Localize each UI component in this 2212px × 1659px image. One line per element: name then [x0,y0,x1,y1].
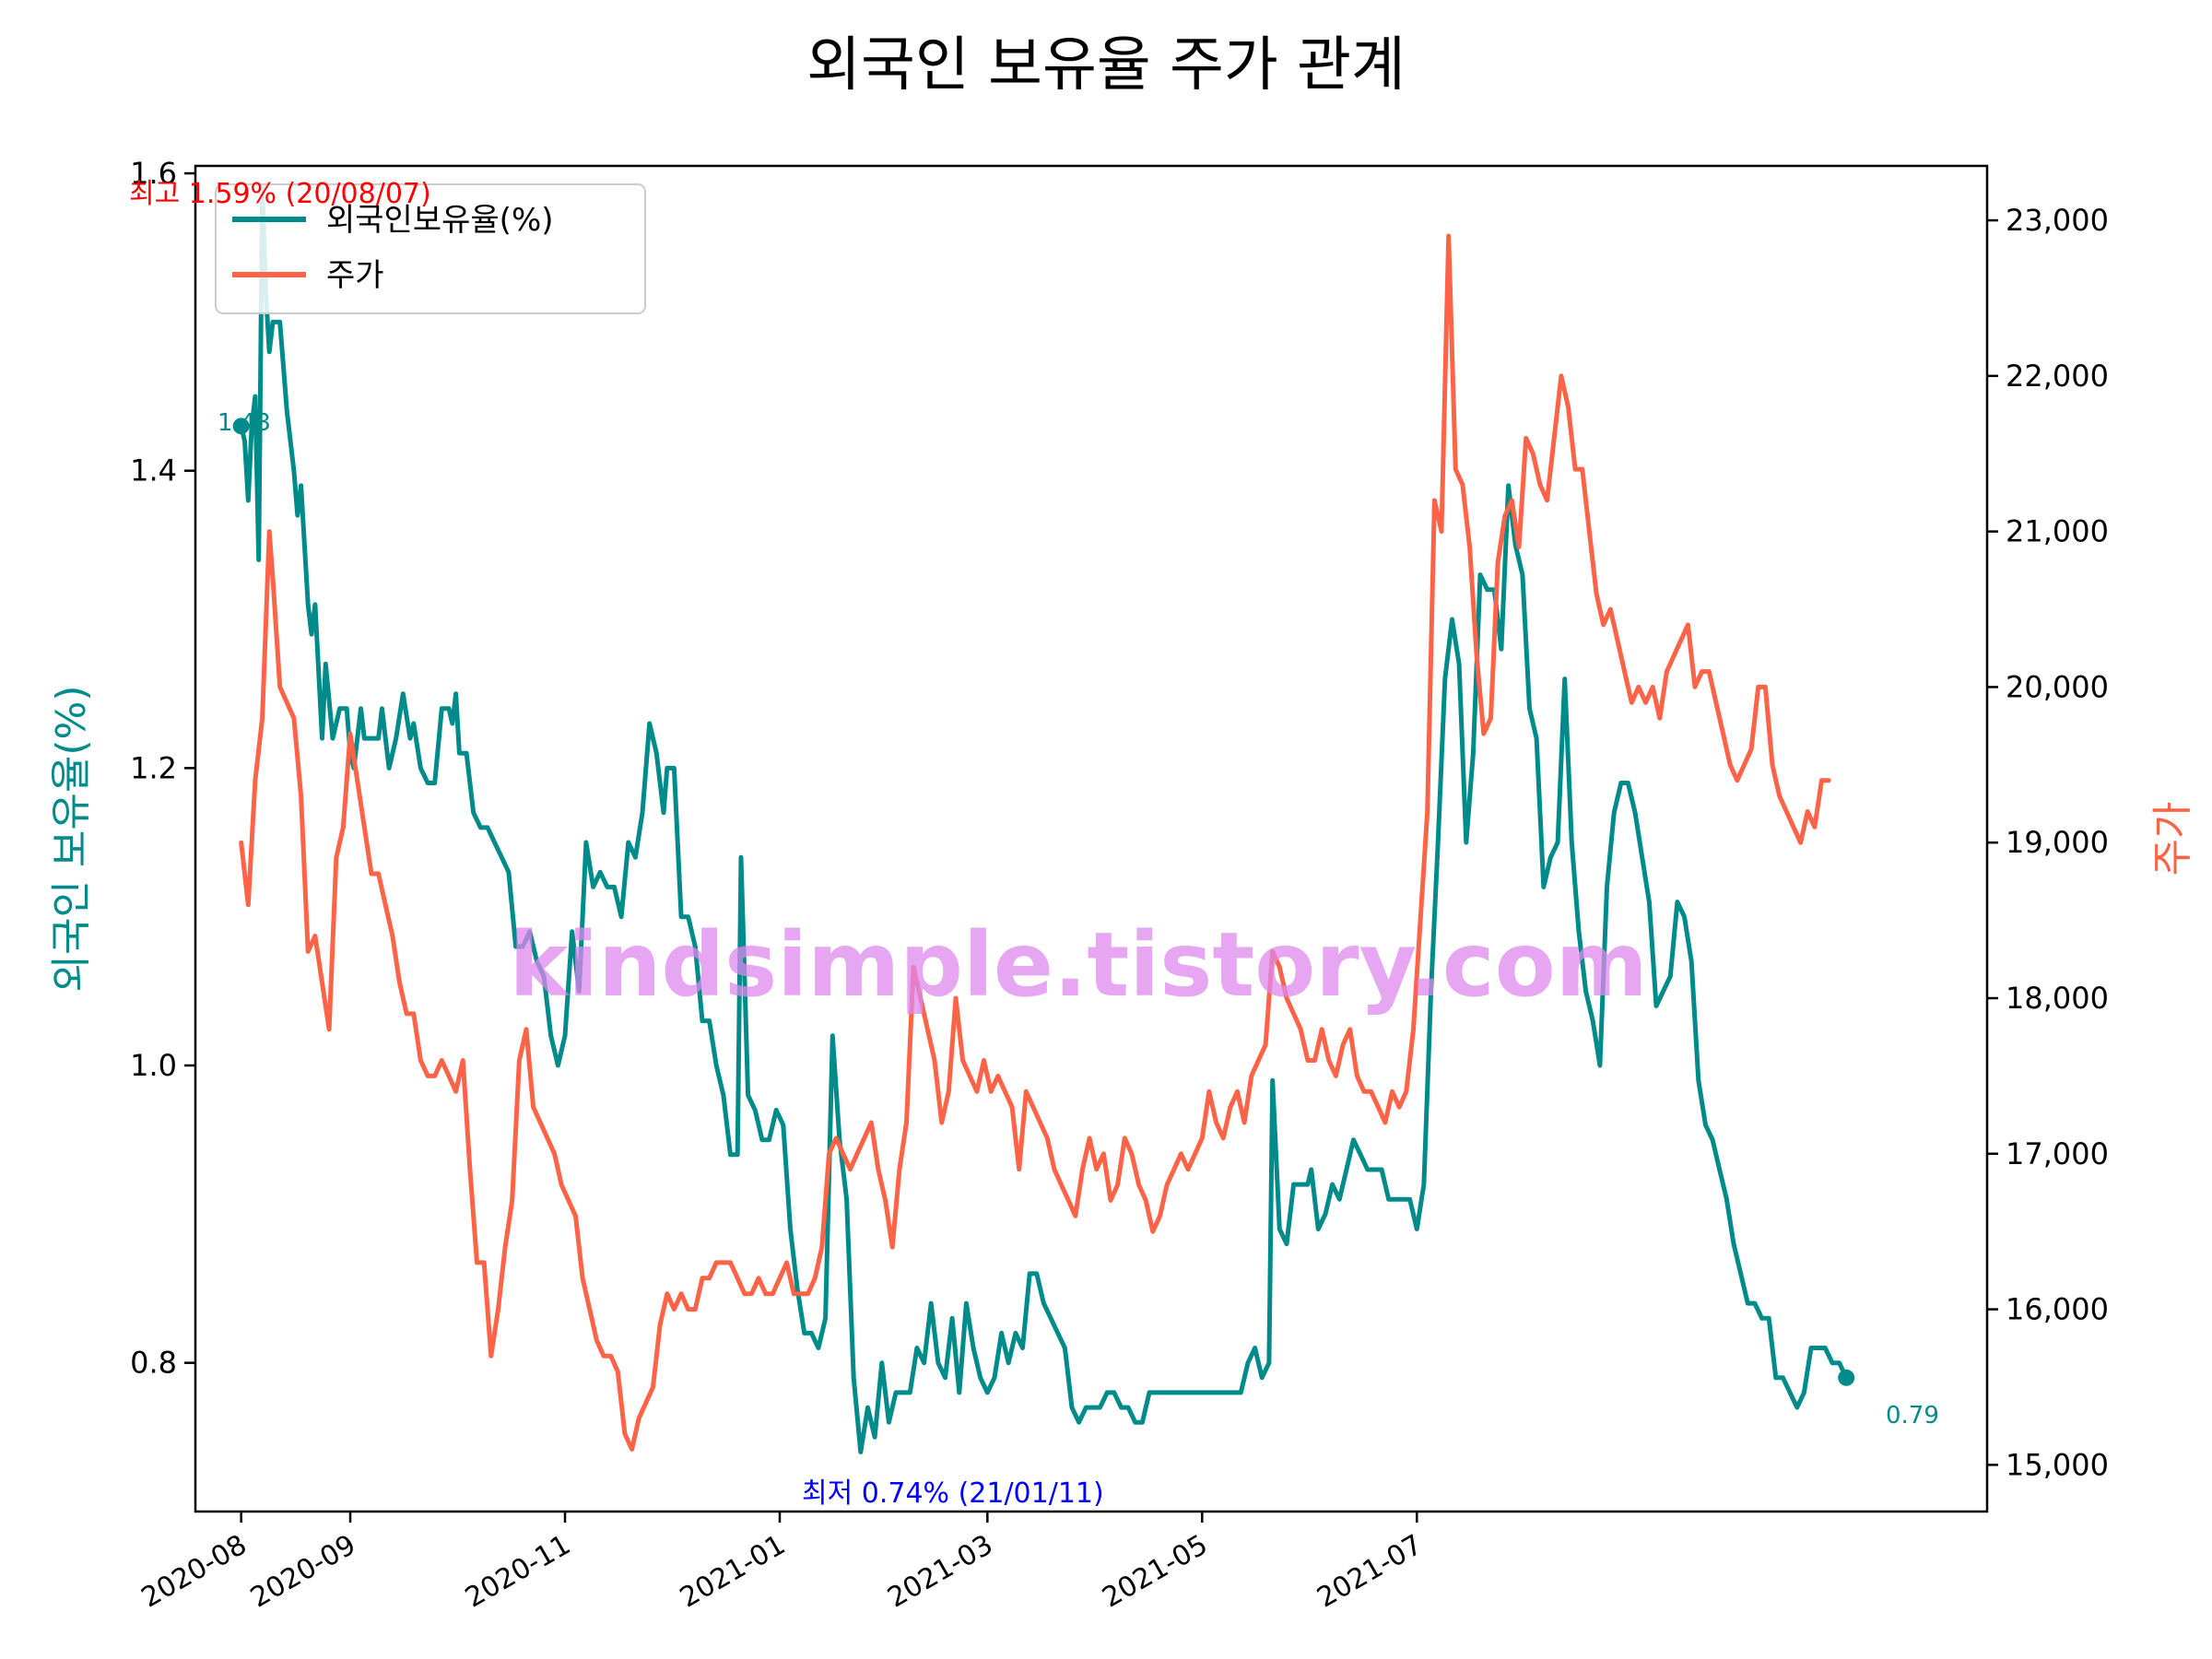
legend-label-foreign-ratio: 외국인보유율(%) [326,202,554,239]
y1-tick-label: 1.4 [130,453,177,488]
y2-tick-label: 19,000 [2006,825,2109,860]
y2-tick-label: 23,000 [2006,203,2109,238]
y2-axis-label: 주가 [2149,802,2196,877]
y1-tick-label: 1.6 [130,156,177,191]
y2-tick-label: 16,000 [2006,1292,2109,1327]
foreign-ratio-line [239,185,1849,1454]
legend-label-price: 주가 [326,257,384,294]
start-value-label: 1.43 [218,409,271,437]
end-marker [1838,1369,1855,1386]
chart-title: 외국인 보유율 주가 관계 [806,31,1406,100]
legend: 외국인보유율(%) 주가 [215,183,646,314]
price-line [239,233,1831,1452]
watermark: kindsimple.tistory.com [509,913,1647,1017]
start-marker [232,418,250,435]
y1-axis-label: 외국인 보유율(%) [48,685,95,992]
max-annotation: 최고 1.59% (20/08/07) [129,178,431,210]
y1-tick-label: 1.0 [130,1048,177,1083]
y2-tick-label: 17,000 [2006,1136,2109,1171]
y2-tick-label: 22,000 [2006,359,2109,394]
legend-box [215,183,646,314]
min-annotation: 최저 0.74% (21/01/11) [802,1477,1104,1510]
y1-tick-label: 1.2 [130,750,177,785]
y2-tick-label: 18,000 [2006,981,2109,1016]
y1-tick-label: 0.8 [130,1346,177,1381]
end-value-label: 0.79 [1886,1402,1939,1430]
plot-frame [194,164,1989,1513]
y2-tick-label: 20,000 [2006,669,2109,704]
y2-tick-label: 15,000 [2006,1447,2109,1482]
y2-tick-label: 21,000 [2006,514,2109,549]
plot-area [232,185,1855,1454]
